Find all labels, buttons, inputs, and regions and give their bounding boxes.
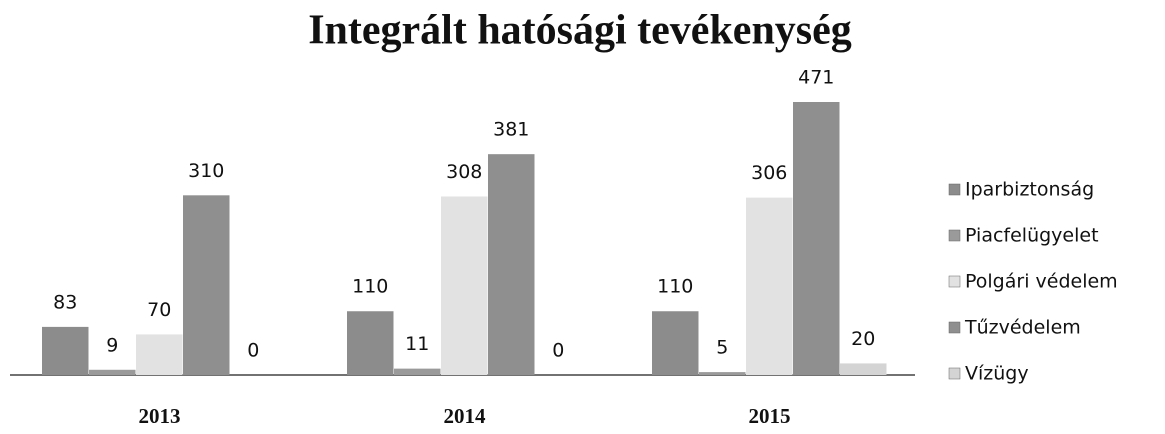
legend-swatch [948,367,961,380]
legend-label: Tűzvédelem [964,317,1081,339]
bar [840,363,887,375]
bar [652,311,699,375]
x-tick-label: 2013 [139,404,181,428]
legend-label: Iparbiztonság [965,179,1094,201]
bar [488,154,535,375]
data-label: 308 [446,161,482,183]
bar [89,369,136,375]
x-tick-label: 2014 [444,404,487,428]
legend-swatch [948,275,961,288]
bar [441,196,488,375]
legend-label: Vízügy [965,363,1029,385]
bar [793,102,840,375]
legend-label: Piacfelügyelet [965,225,1099,247]
bar [746,197,793,375]
legend-label: Polgári védelem [965,271,1118,293]
data-label: 9 [106,334,118,356]
bar [347,311,394,375]
data-label: 471 [798,67,834,89]
bar [394,368,441,375]
legend-swatch [948,183,961,196]
bar [42,326,89,375]
bar [136,334,183,375]
data-label: 70 [147,299,171,321]
data-label: 11 [405,333,429,355]
bar [699,372,746,375]
legend-swatch [948,229,961,242]
chart-title: Integrált hatósági tevékenység [308,8,852,54]
data-label: 306 [751,162,787,184]
legend-swatch [948,321,961,334]
data-label: 381 [493,119,529,141]
data-label: 5 [716,337,728,359]
data-label: 20 [851,328,875,350]
data-label: 310 [188,160,224,182]
data-label: 0 [247,340,259,362]
data-label: 110 [657,276,693,298]
data-label: 83 [53,291,77,313]
data-label: 0 [552,340,564,362]
x-tick-label: 2015 [749,404,791,428]
data-label: 110 [352,276,388,298]
bar [183,195,230,375]
